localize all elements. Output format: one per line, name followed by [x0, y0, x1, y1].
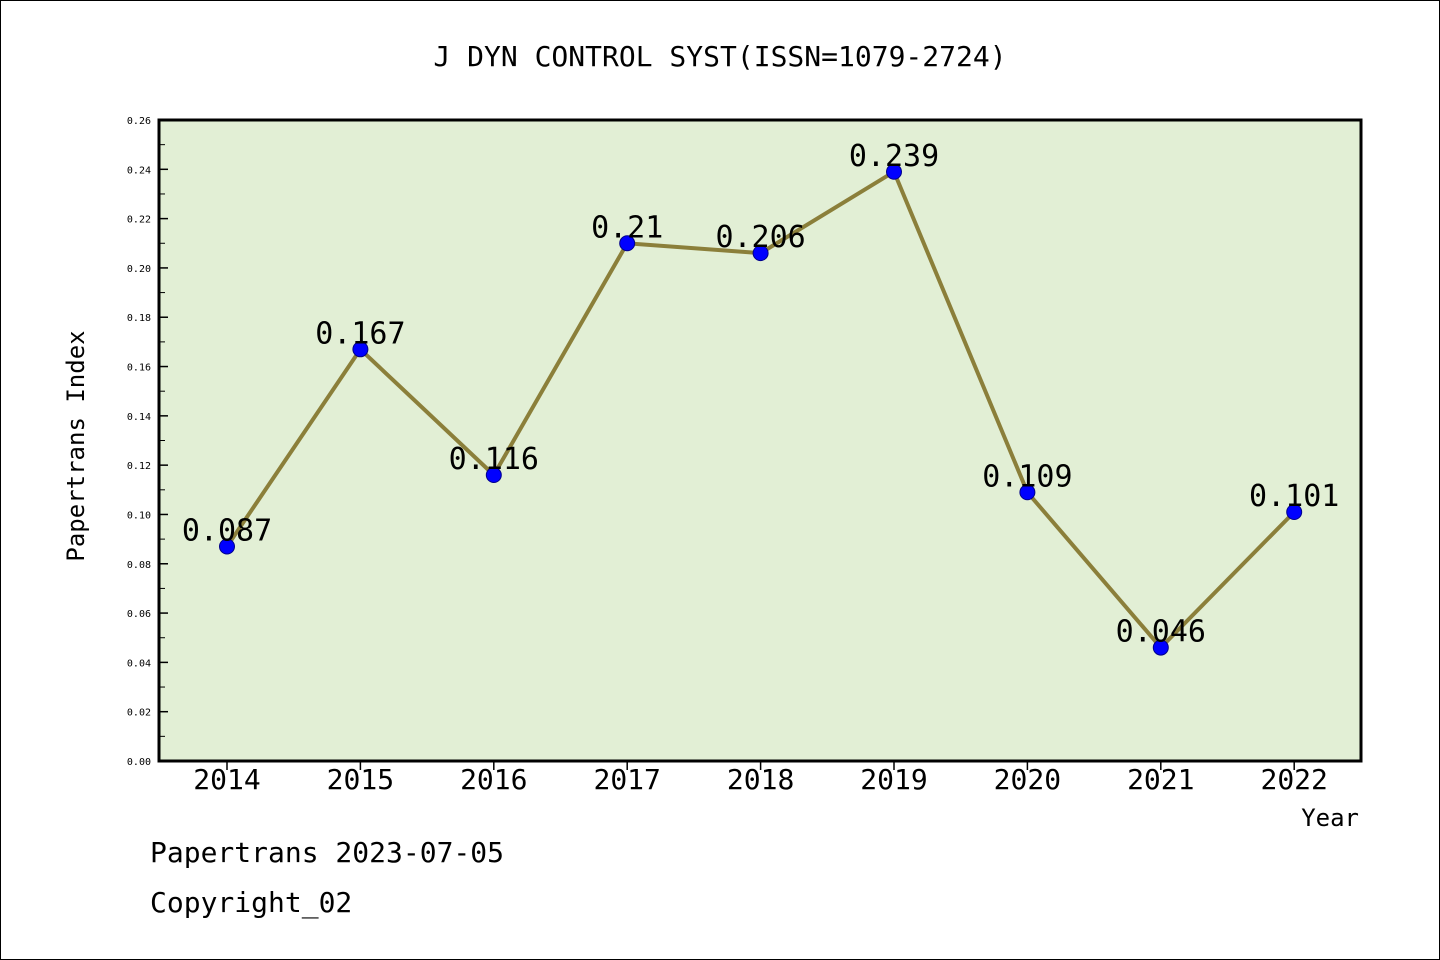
- data-point-marker: [886, 163, 902, 180]
- data-point-marker: [352, 341, 369, 358]
- y-tick-label: 0.12: [127, 461, 151, 472]
- y-tick-label: 0.24: [127, 165, 151, 176]
- footer-copyright: Copyright_02: [150, 886, 353, 919]
- data-point-marker: [485, 467, 502, 484]
- data-point-label: 0.101: [1249, 479, 1339, 514]
- y-tick-label: 0.08: [127, 560, 151, 571]
- data-point-marker: [752, 245, 769, 262]
- data-point-label: 0.046: [1116, 615, 1206, 650]
- y-tick-label: 0.14: [127, 412, 151, 423]
- x-tick-label: 2022: [1260, 763, 1327, 796]
- data-point-marker: [1286, 503, 1303, 520]
- data-point-label: 0.21: [591, 210, 663, 245]
- y-tick-label: 0.18: [127, 313, 151, 324]
- y-tick-label: 0.22: [127, 215, 151, 226]
- y-tick-label: 0.26: [127, 116, 151, 127]
- x-tick-label: 2018: [727, 763, 794, 796]
- x-tick-label: 2020: [994, 763, 1061, 796]
- x-tick-label: 2021: [1127, 763, 1194, 796]
- x-axis: 2014 2015 2016 2017 2018 2019 2020 2021 2022: [193, 761, 1328, 796]
- data-point-label: 0.239: [849, 139, 939, 174]
- y-axis-label: Papertrans Index: [62, 330, 90, 561]
- plot-area: [157, 118, 1363, 763]
- data-labels: 0.087 0.167 0.116 0.21 0.206 0.239 0.109 0.046 0…: [182, 139, 1340, 650]
- data-point-label: 0.206: [715, 220, 805, 255]
- y-tick-label: 0.02: [127, 708, 151, 719]
- y-axis: 0.00 0.02 0.04 0.06 0.08 0.10 0.12 0.14 0.16 0.18…: [127, 116, 168, 768]
- x-axis-label: Year: [1301, 804, 1359, 832]
- data-point-label: 0.109: [982, 459, 1072, 494]
- y-tick-label: 0.04: [127, 658, 151, 669]
- data-point-label: 0.087: [182, 514, 272, 549]
- data-point-label: 0.167: [315, 316, 405, 351]
- y-tick-label: 0.20: [127, 264, 151, 275]
- x-tick-label: 2014: [193, 763, 260, 796]
- y-tick-label: 0.10: [127, 510, 151, 521]
- data-points: [219, 163, 1303, 656]
- data-point-marker: [619, 235, 636, 252]
- y-tick-label: 0.16: [127, 363, 151, 374]
- footer-source: Papertrans 2023-07-05: [150, 836, 505, 869]
- data-point-label: 0.116: [449, 442, 539, 477]
- x-tick-label: 2017: [593, 763, 660, 796]
- x-tick-label: 2019: [860, 763, 927, 796]
- data-point-marker: [219, 538, 235, 555]
- chart-title: J DYN CONTROL SYST(ISSN=1079-2724): [433, 40, 1006, 73]
- data-point-marker: [1152, 639, 1169, 656]
- y-tick-label: 0.06: [127, 609, 151, 620]
- data-point-marker: [1019, 484, 1036, 501]
- y-tick-label: 0.00: [127, 757, 151, 768]
- x-tick-label: 2016: [460, 763, 527, 796]
- x-tick-label: 2015: [327, 763, 394, 796]
